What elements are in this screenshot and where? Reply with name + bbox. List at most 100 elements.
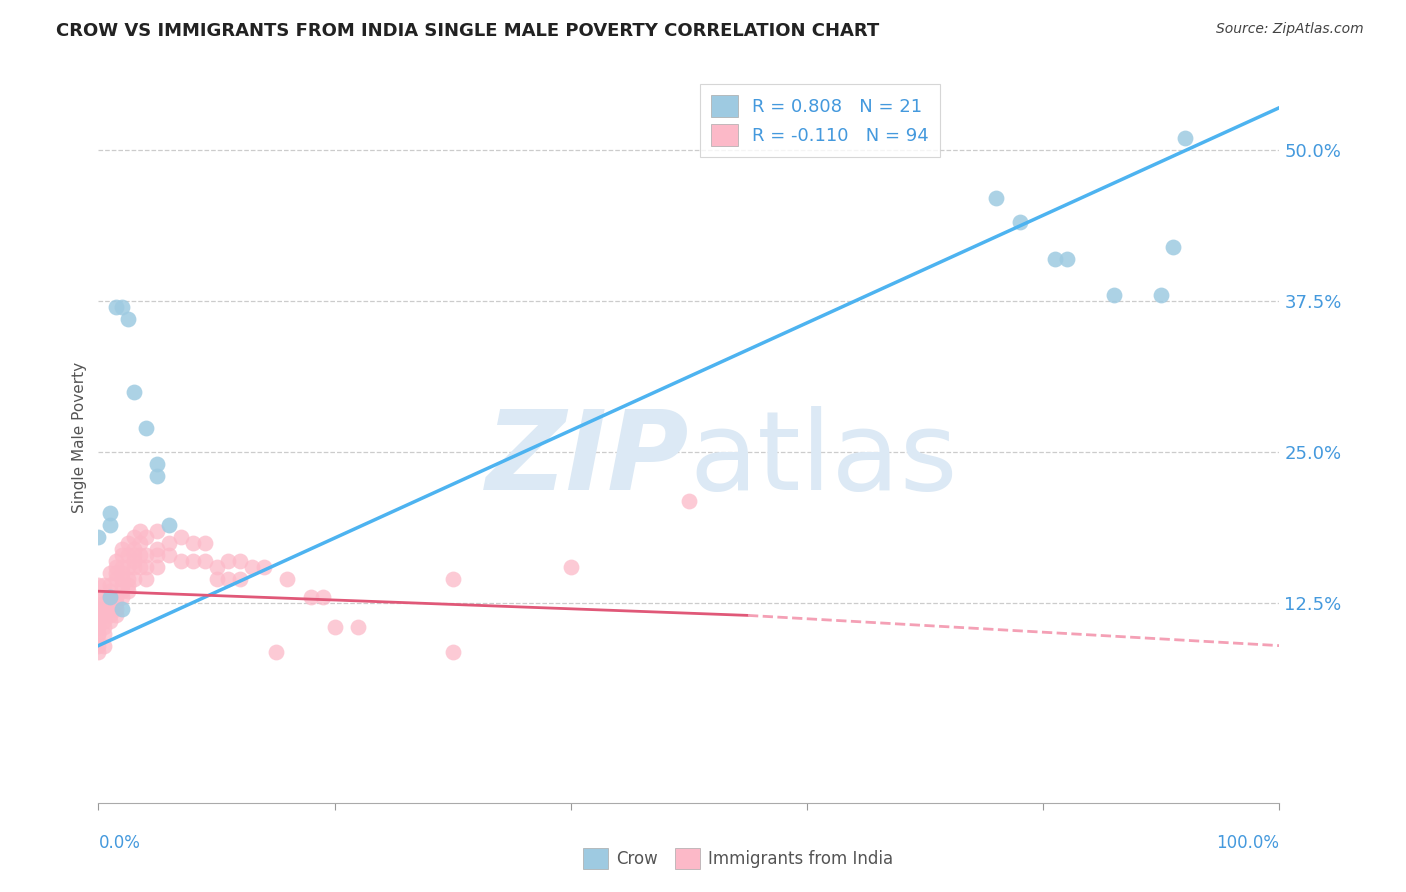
Point (93, 602, 115, 616)
Point (98, 608, 121, 623)
Point (111, 300, 134, 314)
Point (98, 506, 121, 520)
Point (111, 578, 134, 592)
Point (240, 560, 263, 574)
Point (1102, 288, 1125, 302)
Point (105, 572, 128, 586)
Point (146, 560, 169, 574)
Point (181, 536, 204, 550)
Point (98, 596, 121, 610)
Point (117, 584, 139, 599)
Point (87, 578, 110, 592)
Point (441, 572, 464, 586)
Point (87, 639, 110, 653)
Point (87, 615, 110, 629)
Point (105, 560, 128, 574)
Point (560, 560, 582, 574)
Point (1043, 252, 1066, 266)
Point (87, 626, 110, 640)
Point (122, 548, 145, 562)
Point (122, 384, 145, 399)
Point (1008, 215, 1031, 229)
Point (678, 493, 700, 508)
Point (347, 620, 370, 634)
Point (441, 645, 464, 659)
Point (87, 602, 110, 616)
Point (93, 620, 115, 634)
Text: Source: ZipAtlas.com: Source: ZipAtlas.com (1216, 22, 1364, 37)
Point (93, 578, 115, 592)
Point (87, 608, 110, 623)
Point (87, 645, 110, 659)
Point (87, 626, 110, 640)
Point (93, 639, 115, 653)
Point (128, 524, 150, 538)
Point (205, 572, 228, 586)
Point (111, 584, 134, 599)
Point (117, 578, 139, 592)
Point (105, 602, 128, 616)
Point (312, 591, 335, 605)
Text: ZIP: ZIP (485, 406, 689, 513)
Point (229, 554, 252, 568)
Point (98, 591, 121, 605)
Point (98, 615, 121, 629)
Point (117, 536, 139, 550)
Point (111, 548, 134, 562)
Point (157, 517, 180, 532)
Point (105, 566, 128, 580)
Point (93, 596, 115, 610)
Legend: R = 0.808   N = 21, R = -0.110   N = 94: R = 0.808 N = 21, R = -0.110 N = 94 (700, 84, 939, 157)
Point (98, 517, 121, 532)
Point (87, 591, 110, 605)
Point (111, 541, 134, 556)
Point (122, 530, 145, 544)
Point (135, 530, 157, 544)
Point (105, 591, 128, 605)
Point (122, 554, 145, 568)
Point (111, 572, 134, 586)
Legend: Crow, Immigrants from India: Crow, Immigrants from India (576, 842, 900, 875)
Point (117, 572, 139, 586)
Point (87, 620, 110, 634)
Point (984, 191, 1007, 205)
Point (1161, 240, 1184, 254)
Point (117, 548, 139, 562)
Point (98, 578, 121, 592)
Text: atlas: atlas (689, 406, 957, 513)
Point (128, 548, 150, 562)
Point (170, 530, 193, 544)
Point (157, 548, 180, 562)
Point (111, 591, 134, 605)
Point (128, 536, 150, 550)
Point (1174, 131, 1197, 145)
Point (181, 554, 204, 568)
Point (146, 548, 169, 562)
Point (98, 566, 121, 580)
Point (135, 572, 157, 586)
Point (299, 591, 322, 605)
Point (111, 602, 134, 616)
Point (276, 572, 298, 586)
Point (1150, 288, 1173, 302)
Point (146, 457, 169, 471)
Point (1056, 252, 1078, 266)
Point (98, 584, 121, 599)
Point (98, 602, 121, 616)
Text: CROW VS IMMIGRANTS FROM INDIA SINGLE MALE POVERTY CORRELATION CHART: CROW VS IMMIGRANTS FROM INDIA SINGLE MAL… (56, 22, 880, 40)
Point (87, 530, 110, 544)
Point (229, 572, 252, 586)
Point (194, 536, 217, 550)
Text: 0.0%: 0.0% (98, 834, 141, 852)
Point (146, 469, 169, 483)
Point (93, 626, 115, 640)
Point (135, 421, 157, 435)
Point (105, 554, 128, 568)
Point (122, 560, 145, 574)
Point (217, 572, 239, 586)
Point (128, 560, 150, 574)
Point (93, 591, 115, 605)
Point (135, 560, 157, 574)
Point (146, 541, 169, 556)
Y-axis label: Single Male Poverty: Single Male Poverty (72, 361, 87, 513)
